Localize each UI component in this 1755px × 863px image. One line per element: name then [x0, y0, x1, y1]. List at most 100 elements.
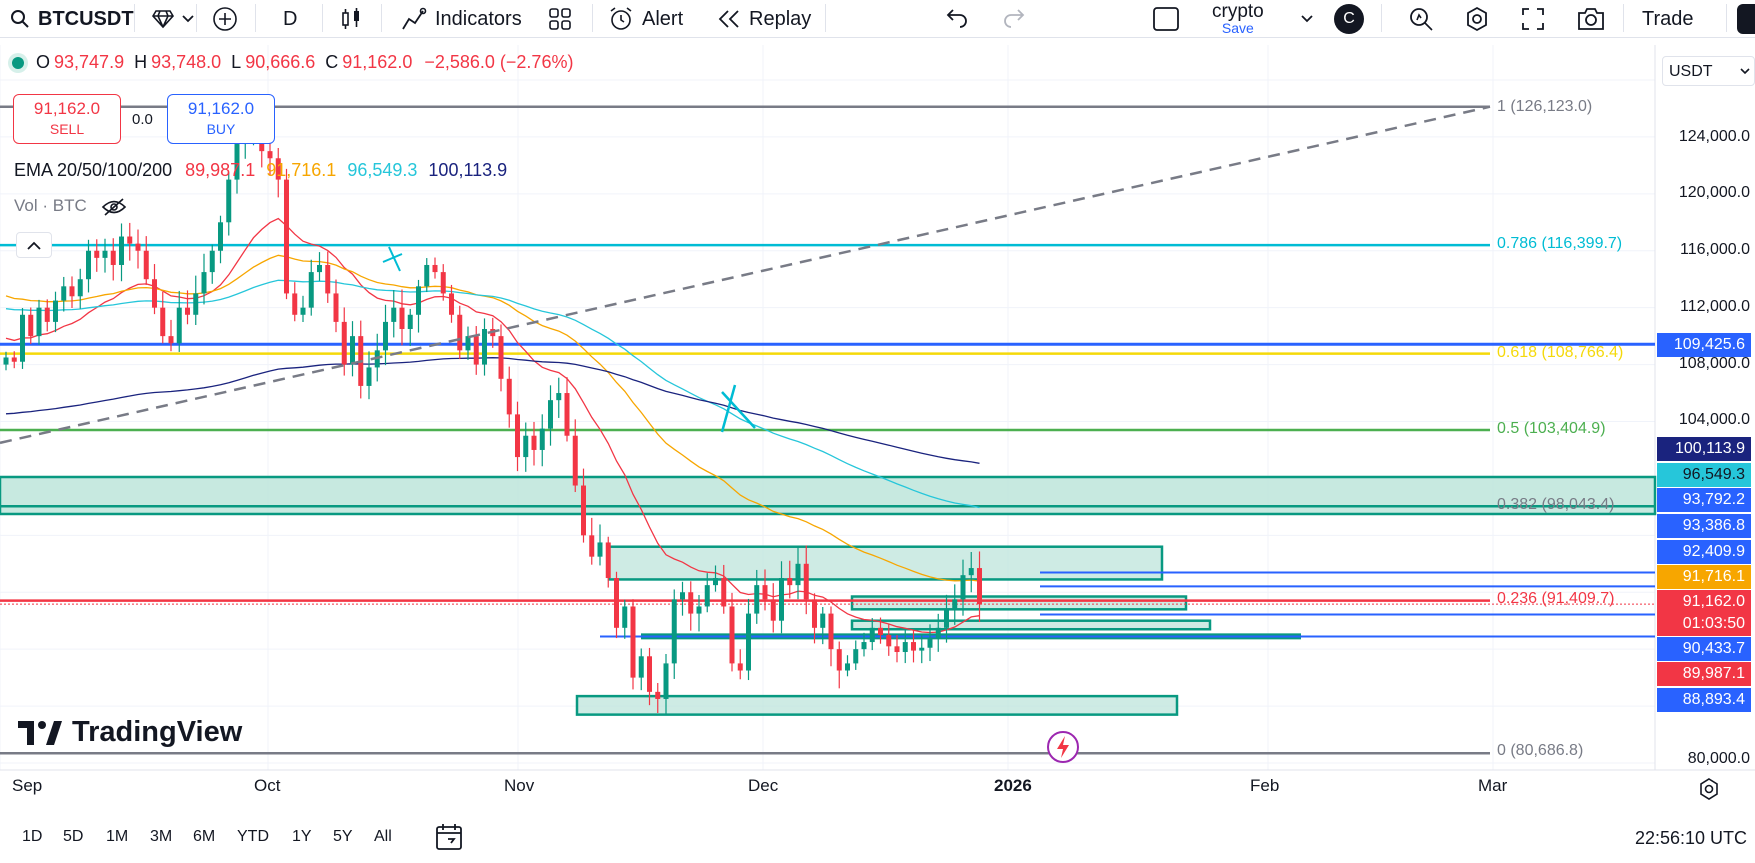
diamond-icon	[152, 10, 174, 29]
lightning-icon[interactable]	[1046, 730, 1080, 764]
candle-body	[721, 578, 727, 607]
indicators-button[interactable]: Indicators	[401, 0, 522, 38]
compare-dropdown[interactable]	[152, 0, 194, 38]
calendar-icon[interactable]	[434, 822, 464, 852]
collapse-legend-button[interactable]	[16, 232, 52, 258]
fullscreen-button[interactable]	[1521, 0, 1545, 38]
range-5y[interactable]: 5Y	[333, 828, 353, 845]
currency-select[interactable]: USDT	[1662, 56, 1755, 86]
candle-body	[647, 656, 652, 692]
candle-body	[564, 393, 570, 436]
range-1m[interactable]: 1M	[106, 828, 129, 845]
range-3m[interactable]: 3M	[150, 828, 173, 845]
candle-body	[11, 357, 17, 362]
candle-body	[308, 272, 314, 308]
price-chart[interactable]	[0, 0, 1755, 810]
range-all[interactable]: All	[374, 828, 392, 845]
resistance-box	[607, 545, 1164, 581]
demand-box	[575, 694, 1179, 716]
price-tick: 80,000.0	[1687, 750, 1750, 767]
screenshot-button[interactable]	[1576, 0, 1606, 38]
open-value: 93,747.9	[54, 52, 125, 72]
layout-menu[interactable]	[1301, 0, 1313, 38]
candle-body	[878, 627, 883, 635]
layout-toggle[interactable]	[1152, 0, 1180, 38]
candle-body	[36, 307, 42, 337]
interval-label: D	[283, 7, 298, 30]
ema-50-line	[5, 254, 980, 582]
candle-body	[391, 307, 397, 322]
price-label: 93,792.2	[1657, 488, 1751, 512]
open-label: O	[36, 52, 51, 72]
sell-price: 91,162.0	[33, 99, 101, 118]
market-status-dot[interactable]	[12, 56, 24, 69]
sell-label: SELL	[49, 121, 85, 137]
candle-body	[350, 336, 355, 365]
candle-body	[69, 286, 75, 297]
layout-save[interactable]: crypto Save	[1212, 0, 1264, 38]
candle-body	[836, 649, 842, 671]
price-label: 91,162.0	[1657, 590, 1751, 614]
range-1d[interactable]: 1D	[22, 828, 43, 845]
range-5d[interactable]: 5D	[63, 828, 84, 845]
candle-body	[531, 435, 537, 450]
account-avatar[interactable]: C	[1334, 0, 1364, 38]
range-6m[interactable]: 6M	[193, 828, 216, 845]
settings-gear-icon[interactable]	[1698, 778, 1720, 800]
candle-body	[845, 663, 850, 671]
ema-lines	[5, 217, 980, 634]
search-spark-icon	[1410, 8, 1433, 31]
chart-type-button[interactable]	[340, 0, 362, 38]
candle-body	[399, 307, 405, 330]
templates-button[interactable]	[548, 0, 572, 38]
candle-body	[366, 367, 372, 386]
redo-button[interactable]	[1003, 0, 1025, 38]
eye-off-icon[interactable]	[101, 197, 127, 216]
publish-button[interactable]	[1737, 0, 1755, 38]
quick-search-button[interactable]	[1408, 0, 1434, 38]
fullscreen-icon	[1522, 8, 1544, 30]
candle-body	[713, 578, 718, 586]
brand-name: TradingView	[72, 716, 243, 748]
ema-legend[interactable]: EMA 20/50/100/200 89,987.1 91,716.1 96,5…	[14, 160, 507, 181]
alert-button[interactable]: Alert	[608, 0, 683, 38]
undo-button[interactable]	[946, 0, 968, 38]
candle-body	[581, 485, 586, 536]
symbol-search[interactable]: BTCUSDT	[10, 0, 134, 38]
settings-button[interactable]	[1464, 0, 1490, 38]
buy-button[interactable]: 91,162.0 BUY	[167, 94, 275, 144]
price-tick: 120,000.0	[1678, 184, 1750, 201]
add-symbol-button[interactable]	[212, 0, 238, 38]
close-label: C	[325, 52, 339, 72]
candle-body	[944, 609, 949, 628]
volume-legend[interactable]: Vol · BTC	[14, 196, 127, 216]
time-tick: Sep	[12, 776, 43, 795]
candle-body	[737, 663, 743, 671]
fib-label: 0.618 (108,766.4)	[1497, 344, 1624, 361]
chevron-up-icon	[27, 241, 41, 250]
change-value: −2,586.0 (−2.76%)	[424, 52, 574, 72]
replay-button[interactable]: Replay	[717, 0, 811, 38]
candle-body	[226, 179, 232, 223]
candle-body	[143, 250, 149, 280]
candle-body	[671, 599, 677, 664]
ema-200-line	[5, 357, 980, 464]
candle-body	[795, 563, 801, 586]
candle-body	[176, 307, 182, 344]
range-1y[interactable]: 1Y	[292, 828, 312, 845]
utc-clock[interactable]: 22:56:10 UTC	[1634, 828, 1747, 848]
candle-body	[473, 336, 479, 365]
candle-body	[803, 563, 809, 600]
sell-button[interactable]: 91,162.0 SELL	[13, 94, 121, 144]
candle-body	[440, 272, 446, 294]
candle-body	[424, 264, 430, 287]
layout-name: crypto	[1212, 1, 1264, 22]
price-label: 90,433.7	[1657, 637, 1751, 661]
interval-button[interactable]: D	[283, 0, 297, 38]
trade-button[interactable]: Trade	[1642, 0, 1694, 38]
range-ytd[interactable]: YTD	[237, 828, 269, 845]
plus-circle-icon	[213, 7, 237, 31]
candle-body	[919, 647, 925, 651]
candle-body	[680, 592, 685, 600]
candle-body	[869, 627, 875, 643]
